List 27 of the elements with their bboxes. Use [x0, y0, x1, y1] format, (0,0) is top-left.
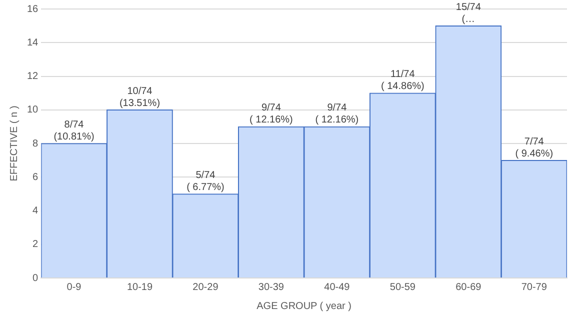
- data-label: 9/74 ( 12.16%): [315, 102, 359, 126]
- data-label: 5/74 ( 6.77%): [186, 170, 224, 193]
- x-tick-label: 20-29: [192, 282, 219, 293]
- x-tick-label: 50-59: [390, 282, 416, 293]
- y-tick-label: 8: [32, 138, 39, 150]
- data-label: 11/74 ( 14.86%): [380, 69, 424, 92]
- data-label: 9/74 ( 12.16%): [250, 102, 293, 126]
- data-label: 10/74 (13.51%): [119, 86, 160, 109]
- y-tick-label: 12: [27, 71, 39, 82]
- y-tick-label: 4: [32, 206, 39, 216]
- y-tick-label: 10: [27, 104, 39, 116]
- data-label: 7/74 ( 9.46%): [515, 136, 554, 160]
- y-tick-label: 14: [27, 37, 39, 48]
- x-tick-label: 60-69: [456, 282, 482, 293]
- x-tick-label: 40-49: [324, 282, 350, 293]
- y-tick-label: 6: [32, 172, 39, 183]
- x-tick-label: 70-79: [521, 282, 548, 293]
- x-tick-label: 30-39: [258, 282, 284, 293]
- y-tick-label: 0: [32, 272, 39, 284]
- data-label: 15/74 (…: [456, 2, 482, 25]
- data-label: 8/74 (10.81%): [54, 120, 94, 142]
- x-tick-label: 10-19: [126, 282, 153, 293]
- x-tick-label: 0-9: [66, 282, 82, 293]
- x-axis-title: AGE GROUP ( year ): [256, 300, 352, 312]
- y-axis-title: EFFECTIVE ( n ): [8, 106, 20, 182]
- y-tick-label: 16: [27, 4, 39, 15]
- y-tick-label: 2: [32, 239, 39, 250]
